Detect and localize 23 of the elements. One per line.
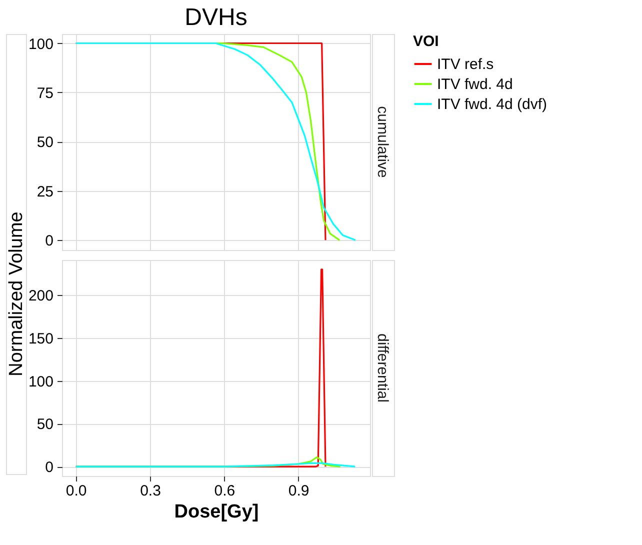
text: cumulative: [374, 106, 391, 178]
y-tick-label: 0: [45, 232, 54, 250]
y-tick-label: 100: [28, 373, 54, 390]
x-tick-label: 0.3: [140, 482, 161, 500]
legend-label: ITV ref.s: [437, 56, 494, 73]
y-tick-label: 50: [36, 416, 54, 434]
legend-label: ITV fwd. 4d: [437, 76, 513, 93]
y-tick-label: 50: [36, 134, 54, 152]
x-tick-label: 0.0: [66, 482, 87, 500]
y-tick-label: 200: [28, 288, 54, 305]
y-tick-label: 0: [45, 459, 54, 476]
x-axis-title: Dose[Gy]: [174, 502, 259, 522]
legend-title: VOI: [413, 33, 439, 50]
y-tick-label: 75: [36, 84, 54, 102]
x-tick-label: 0.9: [288, 482, 310, 500]
y-tick-label: 100: [28, 36, 54, 53]
chart-title: DVHs: [184, 4, 248, 31]
y-tick-label: 150: [28, 330, 54, 348]
legend-label: ITV fwd. 4d (dvf): [437, 96, 548, 113]
x-tick-label: 0.6: [214, 482, 236, 500]
text: differential: [374, 334, 391, 402]
y-axis-title: Normalized Volume: [6, 212, 27, 376]
y-tick-label: 25: [36, 183, 54, 200]
